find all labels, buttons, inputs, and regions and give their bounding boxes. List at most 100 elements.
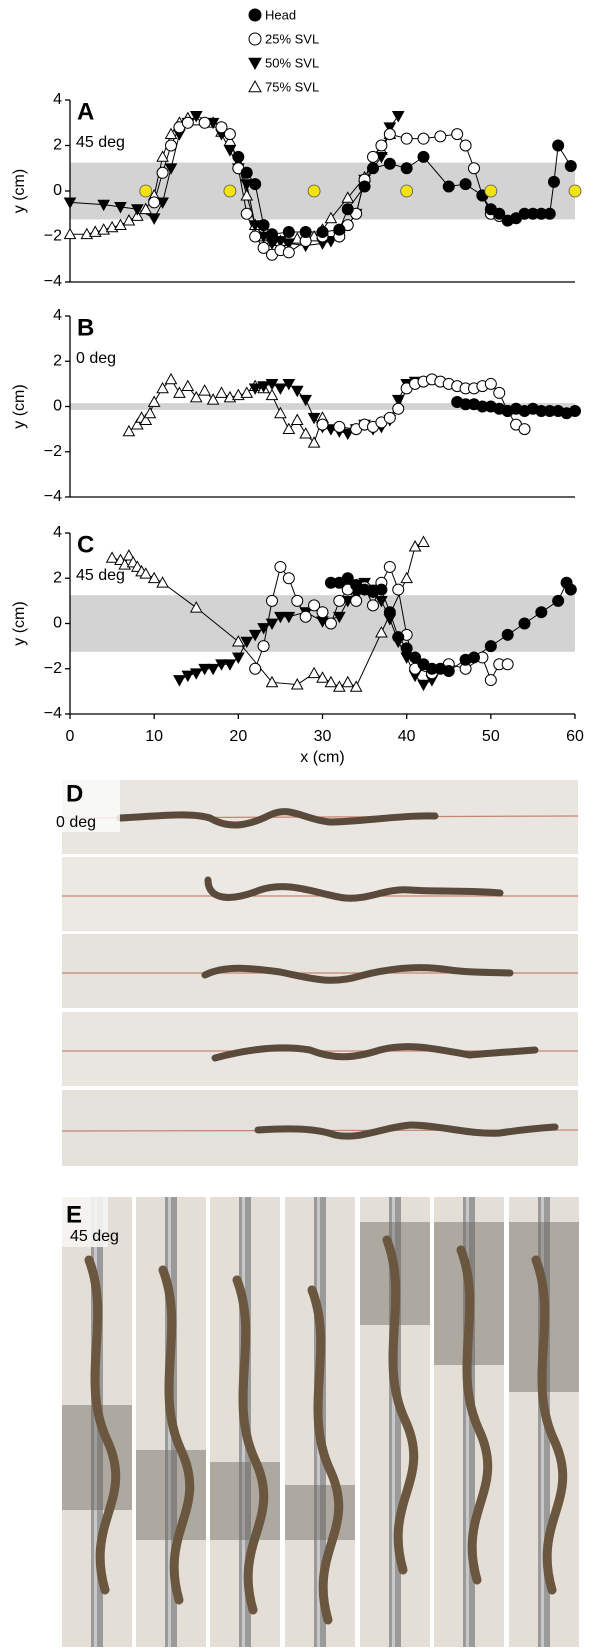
marker [130, 204, 144, 216]
chart-panel: −4 −2 0 2 4 y (cm) A 45 deg [11, 91, 582, 290]
marker [375, 583, 388, 596]
marker [518, 617, 531, 630]
marker [333, 594, 346, 607]
snake [232, 1275, 269, 1615]
marker [240, 636, 254, 649]
x-tick-label: 20 [229, 728, 247, 745]
marker [257, 381, 270, 393]
x-tick-label: 50 [482, 728, 500, 745]
marker [316, 671, 329, 683]
marker [265, 675, 279, 688]
marker [189, 111, 203, 123]
marker [468, 162, 480, 175]
marker [215, 659, 228, 671]
marker [341, 675, 355, 688]
marker [257, 623, 270, 635]
marker [417, 535, 430, 547]
marker [231, 652, 245, 664]
marker [290, 413, 304, 425]
marker [468, 651, 480, 664]
marker [493, 207, 506, 220]
marker [240, 207, 253, 220]
snake [307, 1285, 344, 1625]
marker [308, 599, 321, 612]
snake [456, 1245, 493, 1585]
marker [547, 175, 560, 188]
marker [299, 394, 313, 407]
marker [198, 384, 212, 396]
marker [173, 386, 186, 398]
marker [198, 663, 212, 676]
marker [189, 390, 203, 403]
marker [316, 225, 329, 238]
marker [400, 132, 413, 145]
marker [265, 618, 279, 631]
marker [316, 606, 329, 619]
panel-annotation: 0 deg [56, 814, 96, 831]
legend-label: Head [265, 7, 296, 22]
marker [535, 606, 548, 619]
marker [341, 203, 354, 216]
photo-d: D 0 deg [56, 780, 579, 1166]
snake [382, 1235, 419, 1575]
marker [484, 640, 497, 653]
y-tick-label: −2 [44, 443, 62, 460]
marker [442, 665, 455, 678]
shade [285, 1485, 355, 1540]
marker [501, 628, 514, 641]
marker [391, 394, 405, 407]
marker [501, 658, 514, 671]
panel-annotation: 45 deg [76, 134, 125, 151]
marker [274, 383, 287, 395]
marker [333, 223, 346, 236]
y-tick-label: 4 [53, 524, 62, 541]
marker [459, 178, 472, 191]
marker [341, 428, 355, 441]
x-tick-label: 40 [398, 728, 416, 745]
marker [122, 549, 136, 561]
marker [164, 372, 178, 385]
marker [282, 238, 296, 250]
marker [367, 150, 379, 163]
marker [417, 132, 430, 145]
marker [375, 626, 388, 638]
marker [189, 601, 203, 613]
marker [484, 674, 497, 687]
marker [392, 631, 405, 644]
y-tick-label: 2 [53, 352, 62, 369]
pole-highlight [94, 1197, 97, 1647]
y-tick-label: 4 [53, 91, 62, 108]
marker [417, 679, 430, 692]
y-tick-label: 0 [53, 398, 62, 415]
marker [249, 230, 262, 243]
marker [552, 594, 565, 607]
pole-highlight [466, 1197, 469, 1647]
marker [324, 617, 337, 630]
marker [299, 427, 313, 439]
marker [139, 202, 153, 215]
panel-label: D [66, 780, 83, 807]
marker [156, 166, 169, 179]
marker [290, 678, 304, 690]
marker [392, 583, 405, 596]
marker [569, 405, 581, 418]
marker [198, 116, 211, 129]
legend-marker [248, 32, 262, 46]
marker [400, 162, 413, 175]
marker [156, 576, 169, 588]
marker [248, 629, 262, 642]
panel-label: E [66, 1201, 82, 1228]
peg [223, 184, 237, 198]
y-tick-label: 2 [53, 137, 62, 154]
marker [215, 386, 228, 398]
marker [367, 599, 379, 612]
marker [391, 111, 405, 123]
legend-marker [248, 57, 262, 71]
marker [332, 611, 346, 624]
snake [158, 1265, 195, 1605]
marker [215, 121, 228, 134]
marker [375, 595, 388, 608]
marker [349, 680, 363, 692]
marker [223, 128, 236, 141]
